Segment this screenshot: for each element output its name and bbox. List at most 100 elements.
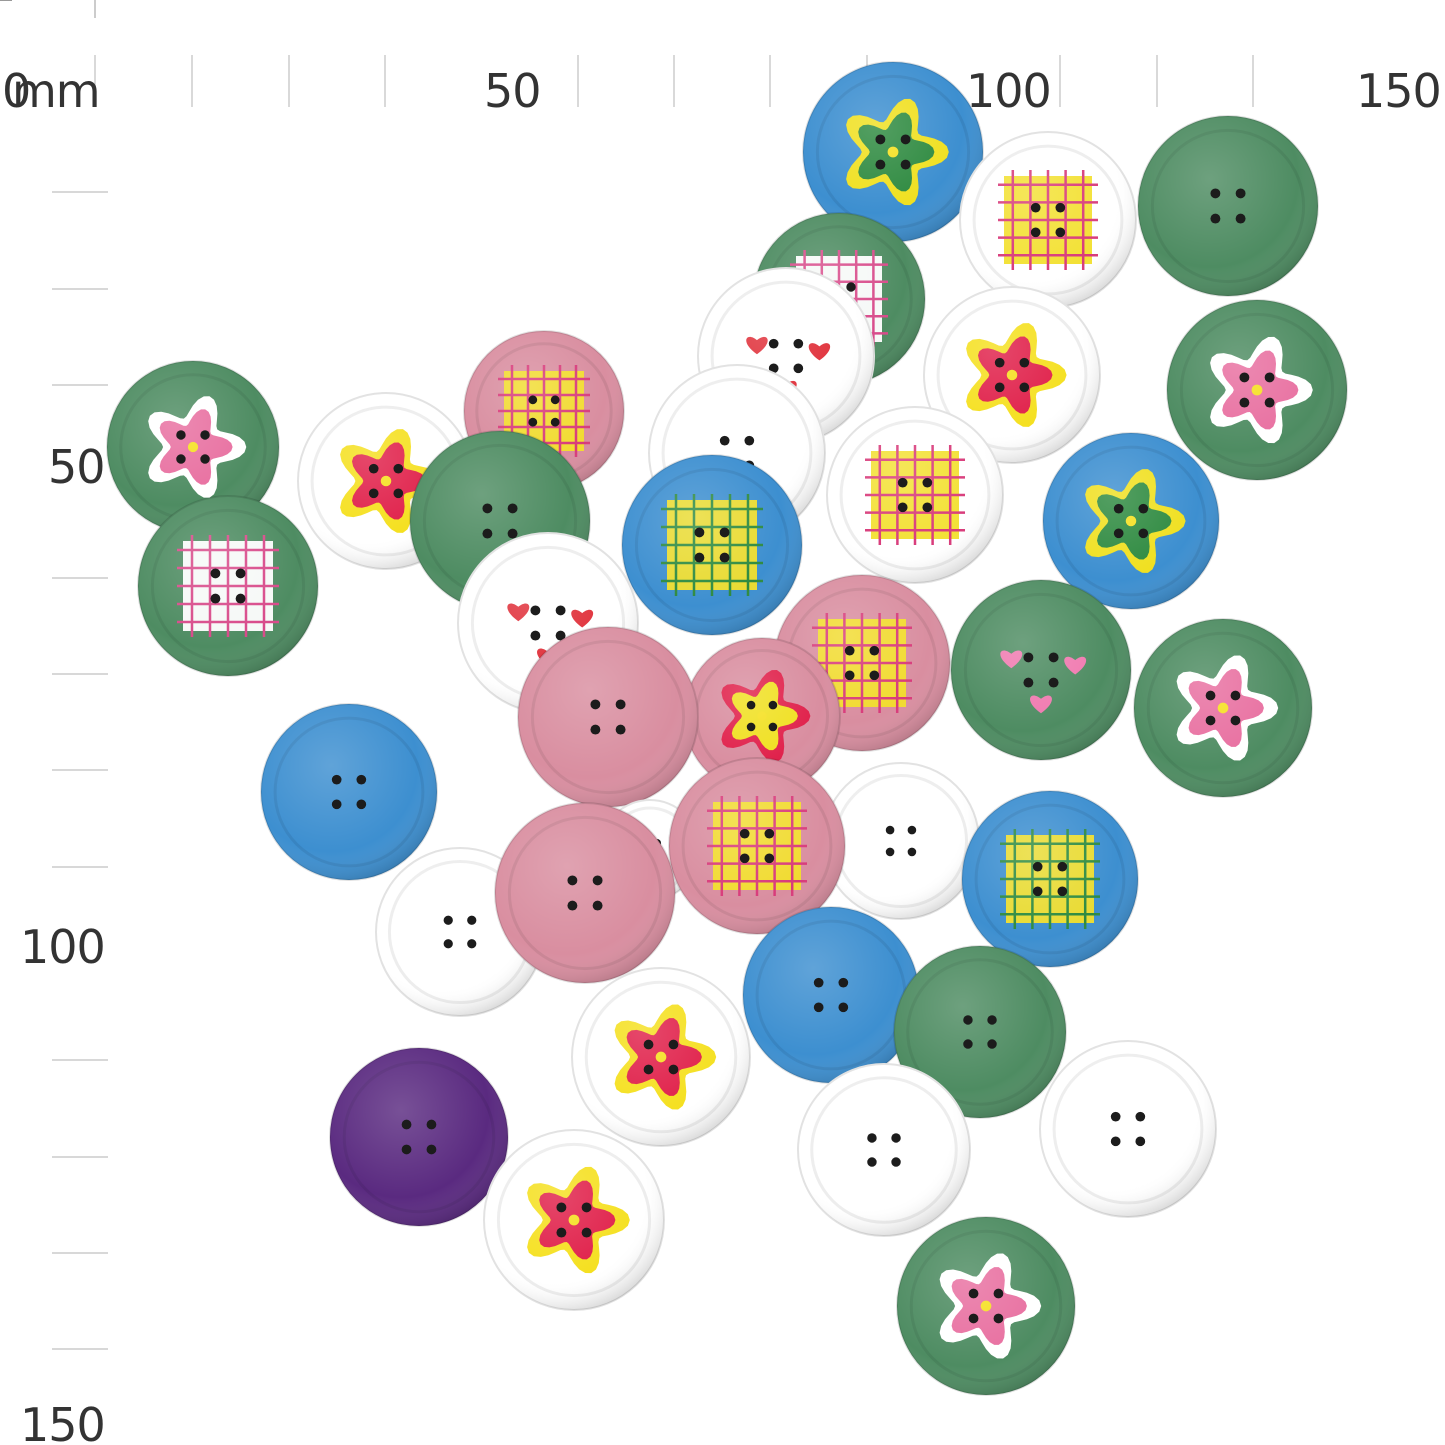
- ruler-top-label-150: 150: [1356, 64, 1442, 118]
- button-plain: [797, 1063, 971, 1237]
- button-hole: [592, 875, 603, 886]
- button-hole: [793, 363, 804, 374]
- ruler-top-label-50: 50: [484, 64, 542, 118]
- button-flower: [1042, 432, 1220, 610]
- button-hole: [1138, 503, 1149, 514]
- button-plain: [742, 906, 920, 1084]
- button-hole: [401, 1119, 412, 1130]
- button-hole: [467, 915, 477, 925]
- button-hole: [1032, 861, 1043, 872]
- button-plain: [517, 626, 699, 808]
- button-hole: [590, 724, 601, 735]
- button-flower: [683, 637, 841, 795]
- button-hole: [443, 915, 453, 925]
- button-hole: [1135, 1136, 1146, 1147]
- button-hole: [1057, 886, 1068, 897]
- button-hole: [922, 502, 933, 513]
- button-hole: [1055, 202, 1066, 213]
- button-hole: [885, 825, 895, 835]
- button-hole: [176, 430, 186, 440]
- button-shading: [743, 907, 919, 1083]
- button-hole: [426, 1119, 437, 1130]
- button-hole: [694, 552, 705, 563]
- button-shading: [962, 791, 1138, 967]
- button-hole: [1138, 528, 1149, 539]
- button-hole: [235, 568, 246, 579]
- button-hole: [719, 435, 730, 446]
- button-hole: [907, 847, 917, 857]
- button-shading: [1138, 116, 1318, 296]
- button-hole: [555, 630, 566, 641]
- button-hole: [922, 477, 933, 488]
- button-hole: [1023, 677, 1034, 688]
- button-hole: [567, 900, 578, 911]
- button-hole: [331, 799, 342, 810]
- button-hole: [900, 159, 911, 170]
- button-hole: [482, 503, 493, 514]
- button-hole: [210, 568, 221, 579]
- button-hole: [867, 1133, 877, 1143]
- button-hole: [368, 488, 379, 499]
- button-hole: [556, 1227, 567, 1238]
- button-hole: [590, 699, 601, 710]
- button-shading: [572, 968, 750, 1146]
- button-hole: [993, 1313, 1004, 1324]
- button-shading: [495, 803, 675, 983]
- button-hole: [1113, 503, 1124, 514]
- button-plain: [822, 762, 980, 920]
- button-hole: [1057, 861, 1068, 872]
- button-hole: [1235, 188, 1246, 199]
- button-shading: [1134, 619, 1312, 797]
- button-shading: [107, 361, 279, 533]
- button-hole: [1023, 652, 1034, 663]
- button-hole: [200, 454, 210, 464]
- button-hole: [968, 1313, 979, 1324]
- button-hole: [528, 395, 538, 405]
- button-hole: [987, 1015, 997, 1025]
- button-hole: [793, 338, 804, 349]
- button-hole: [746, 722, 756, 732]
- button-hole: [1030, 202, 1041, 213]
- button-shading: [960, 132, 1136, 308]
- ruler-left-label-100: 100: [20, 920, 106, 974]
- ruler-origin-label: 0: [2, 64, 31, 118]
- button-flower: [896, 1216, 1076, 1396]
- button-flower: [106, 360, 280, 534]
- button-hole: [897, 502, 908, 513]
- button-hole: [567, 875, 578, 886]
- button-hole: [813, 977, 824, 988]
- button-hole: [897, 477, 908, 488]
- button-hole: [744, 435, 755, 446]
- button-hole: [393, 463, 404, 474]
- button-flower: [571, 967, 751, 1147]
- button-hole: [1264, 372, 1275, 383]
- button-hole: [550, 417, 560, 427]
- button-hole: [530, 630, 541, 641]
- button-hole: [963, 1039, 973, 1049]
- button-hole: [1113, 528, 1124, 539]
- button-hole: [1019, 357, 1030, 368]
- button-hole: [746, 700, 756, 710]
- button-shading: [897, 1217, 1075, 1395]
- button-shading: [1043, 433, 1219, 609]
- button-plaid: [959, 131, 1137, 309]
- button-flower: [1166, 299, 1348, 481]
- button-hole: [643, 1039, 654, 1050]
- button-hole: [615, 724, 626, 735]
- button-hole: [550, 395, 560, 405]
- button-hole: [719, 552, 730, 563]
- button-hole: [1110, 1111, 1121, 1122]
- button-shading: [803, 62, 983, 242]
- ruler-left-label-50: 50: [48, 440, 106, 494]
- button-hearts: [950, 579, 1132, 761]
- button-hole: [176, 454, 186, 464]
- button-hole: [356, 799, 367, 810]
- button-hole: [592, 900, 603, 911]
- button-shading: [827, 407, 1003, 583]
- ruler-left-label-150: 150: [20, 1398, 106, 1445]
- button-hole: [838, 1002, 849, 1013]
- button-hole: [1210, 188, 1221, 199]
- button-hole: [235, 593, 246, 604]
